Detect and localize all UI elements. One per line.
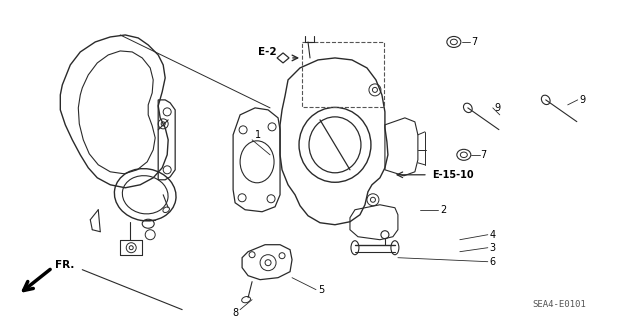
Text: E-2: E-2 bbox=[258, 47, 276, 57]
Text: 5: 5 bbox=[318, 285, 324, 295]
Text: 2: 2 bbox=[440, 205, 446, 215]
Text: 9: 9 bbox=[580, 95, 586, 105]
Bar bbox=[302, 42, 384, 107]
Text: FR.: FR. bbox=[55, 260, 75, 270]
Text: 9: 9 bbox=[495, 103, 501, 113]
Text: 4: 4 bbox=[490, 230, 496, 240]
Text: 7: 7 bbox=[480, 150, 486, 160]
Text: 8: 8 bbox=[232, 308, 238, 318]
Text: 3: 3 bbox=[490, 243, 496, 253]
Text: 7: 7 bbox=[471, 37, 477, 47]
Text: 1: 1 bbox=[255, 130, 261, 140]
Text: E-15-10: E-15-10 bbox=[432, 170, 474, 180]
Text: 6: 6 bbox=[490, 257, 496, 267]
Text: SEA4-E0101: SEA4-E0101 bbox=[533, 300, 587, 309]
